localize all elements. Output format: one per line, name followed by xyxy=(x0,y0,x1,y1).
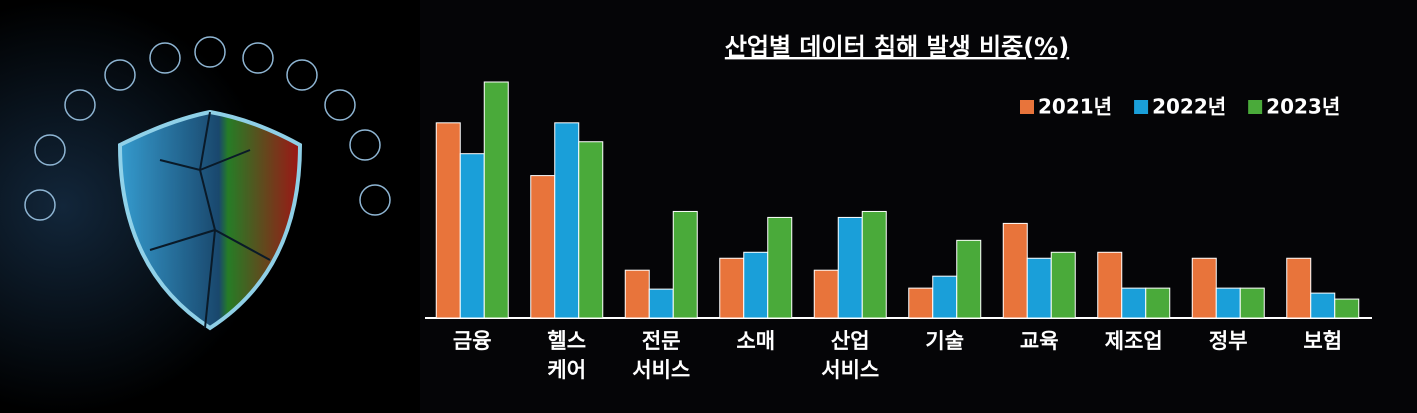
bar xyxy=(1191,257,1217,319)
bar xyxy=(1286,257,1312,319)
bar xyxy=(932,275,958,319)
bar xyxy=(719,257,745,319)
bar xyxy=(1050,251,1076,319)
legend-swatch xyxy=(1134,100,1149,114)
legend-label: 2021년 xyxy=(1038,95,1112,119)
bar xyxy=(767,216,793,319)
bar xyxy=(743,251,769,319)
legend-label: 2023년 xyxy=(1266,95,1340,119)
bar xyxy=(435,122,461,319)
bar xyxy=(1310,292,1336,319)
bar xyxy=(837,216,863,319)
chart-title: 산업별 데이터 침해 발생 비중(%) xyxy=(725,33,1069,61)
bar xyxy=(554,122,580,319)
bar xyxy=(459,153,485,319)
legend-swatch xyxy=(1248,100,1263,114)
bar xyxy=(908,287,934,319)
bar xyxy=(1145,287,1171,319)
bar xyxy=(648,288,674,319)
x-tick-label: 산업 서비스 xyxy=(821,329,879,382)
x-tick-label: 제조업 xyxy=(1105,329,1163,353)
bar xyxy=(624,269,650,319)
x-tick-label: 정부 xyxy=(1209,329,1248,353)
bar xyxy=(1215,287,1241,319)
legend-swatch xyxy=(1020,100,1034,114)
x-tick-label: 소매 xyxy=(736,329,775,353)
bar xyxy=(672,210,698,319)
x-tick-label: 금융 xyxy=(453,329,492,353)
bar xyxy=(956,239,982,319)
bar xyxy=(578,141,604,319)
bar xyxy=(1026,257,1052,319)
x-tick-label: 보험 xyxy=(1303,329,1342,353)
bar xyxy=(530,175,556,319)
x-tick-label: 기술 xyxy=(925,329,964,353)
bar xyxy=(483,81,509,319)
bar xyxy=(1121,287,1147,319)
bar xyxy=(813,269,839,319)
x-tick-label: 전문 서비스 xyxy=(632,329,690,382)
bar xyxy=(861,210,887,319)
bar xyxy=(1334,298,1360,319)
bar xyxy=(1097,251,1123,319)
bar xyxy=(1239,287,1265,319)
bar xyxy=(1002,222,1028,319)
x-tick-label: 헬스 케어 xyxy=(547,329,586,382)
x-tick-label: 교육 xyxy=(1020,329,1059,353)
illustration xyxy=(0,0,420,413)
legend-label: 2022년 xyxy=(1152,95,1226,119)
